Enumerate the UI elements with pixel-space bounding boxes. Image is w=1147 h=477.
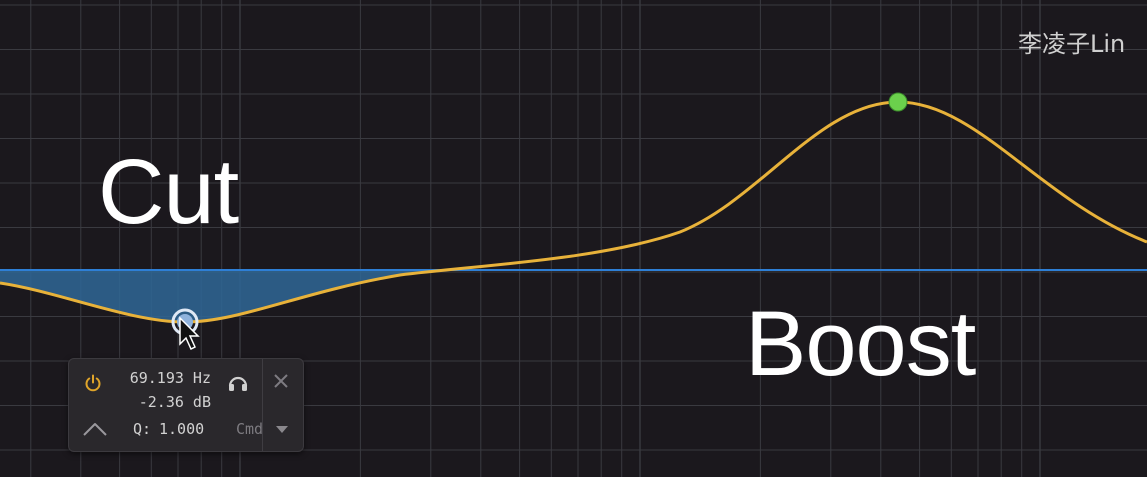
q-value[interactable]: 1.000 <box>159 420 205 438</box>
mouse-cursor-icon <box>179 316 200 351</box>
power-icon[interactable] <box>84 374 102 392</box>
watermark-text: 李凌子Lin <box>1018 30 1126 58</box>
boost-band-node[interactable] <box>888 92 908 112</box>
panel-divider <box>262 359 263 451</box>
q-label: Q: <box>133 420 152 438</box>
bell-shape-icon[interactable] <box>83 421 107 437</box>
close-icon[interactable] <box>273 373 289 389</box>
boost-label: Boost <box>745 293 976 395</box>
dropdown-arrow-icon[interactable] <box>275 425 289 434</box>
modifier-hint: Cmd <box>236 420 264 438</box>
frequency-value[interactable]: 69.193 Hz <box>129 369 211 387</box>
cut-region-fill <box>0 270 460 322</box>
gain-value[interactable]: -2.36 dB <box>138 393 211 411</box>
band-parameter-panel: 69.193 Hz -2.36 dB Q: 1.000 Cmd <box>68 358 304 452</box>
headphones-icon[interactable] <box>227 373 249 393</box>
cut-label: Cut <box>98 141 239 243</box>
